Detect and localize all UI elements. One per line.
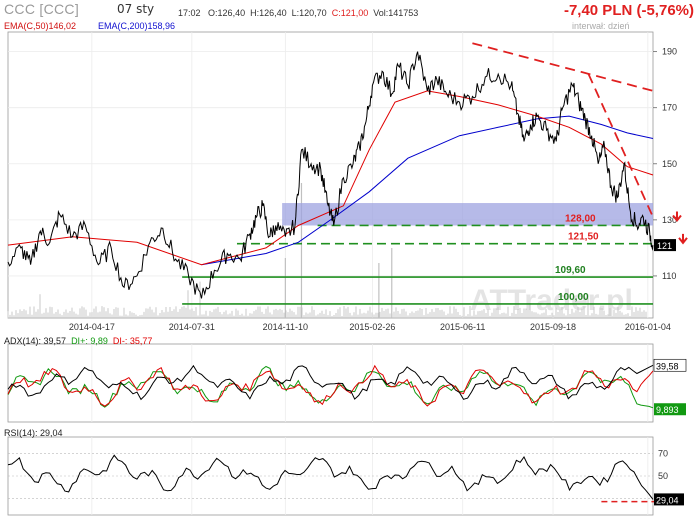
volume-value: Vol:141753: [373, 8, 419, 18]
x-tick-label: 2014-04-17: [69, 322, 115, 332]
trendline: [587, 73, 654, 218]
rsi-readout: 29,04: [656, 495, 679, 505]
interval-label: interwał: dzień: [572, 21, 630, 31]
adx-line: [7, 364, 654, 401]
ema200-legend: EMA(C,200)158,96: [98, 21, 176, 31]
adx-readout-box: [653, 358, 687, 372]
rsi-tick-label: 70: [658, 449, 668, 459]
adx-legend: ADX(14): 39,57 DI+: 9,89 DI-: 35,77: [4, 336, 152, 346]
trendline: [472, 42, 654, 92]
adx-readout: 39,58: [656, 361, 679, 371]
y-tick-label: 130: [662, 215, 677, 225]
y-tick-label: 110: [662, 271, 676, 281]
di-minus-title: DI-: 35,77: [112, 336, 153, 346]
ema200-line: [201, 115, 654, 266]
rsi-line: [7, 454, 654, 500]
x-tick-label: 2015-09-18: [530, 322, 576, 332]
support-level-label: 128,00: [565, 213, 596, 224]
x-tick-label: 2016-01-04: [625, 322, 671, 332]
ohlc-readout: 17:02 O:126,40 H:126,40 L:120,70 C:121,0…: [178, 8, 418, 18]
adx-title: ADX(14): 39,57: [4, 336, 67, 346]
di-plus-title: DI+: 9,89: [71, 336, 108, 346]
ema50-legend: EMA(C,50)146,02: [4, 21, 77, 31]
support-level-label: 109,60: [555, 265, 586, 276]
support-level-label: 100,00: [558, 292, 589, 303]
x-tick-label: 2015-02-26: [349, 322, 395, 332]
watermark: ATTrader.pl: [470, 284, 633, 317]
price-line: [7, 51, 654, 299]
y-tick-label: 190: [662, 47, 677, 57]
close-value: C:121,00: [331, 8, 369, 18]
down-arrow-icon: [678, 233, 688, 245]
support-level-label: 121,50: [568, 232, 599, 243]
di-plus-line: [7, 365, 654, 409]
di-plus-readout-box: [654, 403, 686, 416]
y-tick-label: 150: [662, 159, 677, 169]
open-value: O:126,40: [208, 8, 246, 18]
rsi-tick-label: 50: [658, 471, 668, 481]
x-tick-label: 2014-11-10: [263, 322, 308, 332]
di-minus-line: [7, 364, 654, 407]
time-value: 17:02: [178, 8, 201, 18]
date-label: 07 sty: [117, 2, 155, 16]
y-tick-label: 170: [662, 103, 677, 113]
x-tick-label: 2015-06-11: [440, 322, 485, 332]
symbol-title: CCC [CCC]: [4, 1, 80, 17]
ema50-line: [7, 90, 654, 266]
adx-panel-frame: [7, 343, 654, 423]
x-tick-label: 2014-07-31: [169, 322, 215, 332]
rsi-readout-box: [654, 493, 684, 506]
low-value: L:120,70: [291, 8, 327, 18]
high-value: H:126,40: [250, 8, 287, 18]
support-zone: [282, 203, 653, 226]
down-arrow-icon: [672, 211, 682, 223]
price-change: -7,40 PLN (-5,76%): [563, 2, 694, 19]
last-price-label: 121: [657, 241, 672, 251]
di-plus-readout: 9,893: [656, 405, 679, 415]
last-price-box: [654, 239, 676, 252]
rsi-legend: RSI(14): 29,04: [4, 428, 63, 438]
